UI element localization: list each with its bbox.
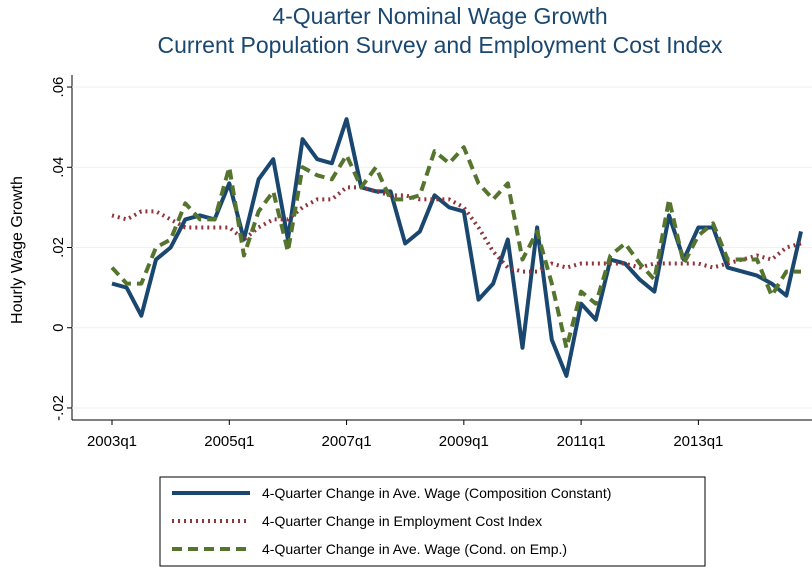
y-tick-label: .02	[50, 237, 67, 258]
x-tick-label: 2013q1	[673, 433, 723, 450]
y-tick-label: -.02	[50, 395, 67, 421]
x-tick-label: 2011q1	[557, 433, 606, 450]
chart-subtitle: Current Population Survey and Employment…	[157, 32, 723, 58]
x-tick-label: 2007q1	[322, 433, 372, 450]
series-line	[111, 117, 803, 378]
y-axis-label: Hourly Wage Growth	[9, 176, 26, 324]
chart-title: 4-Quarter Nominal Wage Growth	[272, 3, 607, 29]
legend-label: 4-Quarter Change in Ave. Wage (Compositi…	[262, 485, 611, 501]
y-tick-label: .06	[50, 77, 67, 98]
series-line	[111, 185, 802, 274]
x-tick-label: 2005q1	[204, 433, 254, 450]
legend-label: 4-Quarter Change in Ave. Wage (Cond. on …	[262, 541, 567, 557]
x-tick-label: 2003q1	[87, 433, 137, 450]
y-tick-label: .04	[50, 157, 67, 178]
legend	[159, 476, 706, 567]
series-line	[110, 145, 801, 350]
x-tick-label: 2009q1	[439, 433, 489, 450]
legend-label: 4-Quarter Change in Employment Cost Inde…	[262, 513, 542, 529]
y-tick-label: 0	[50, 324, 67, 332]
